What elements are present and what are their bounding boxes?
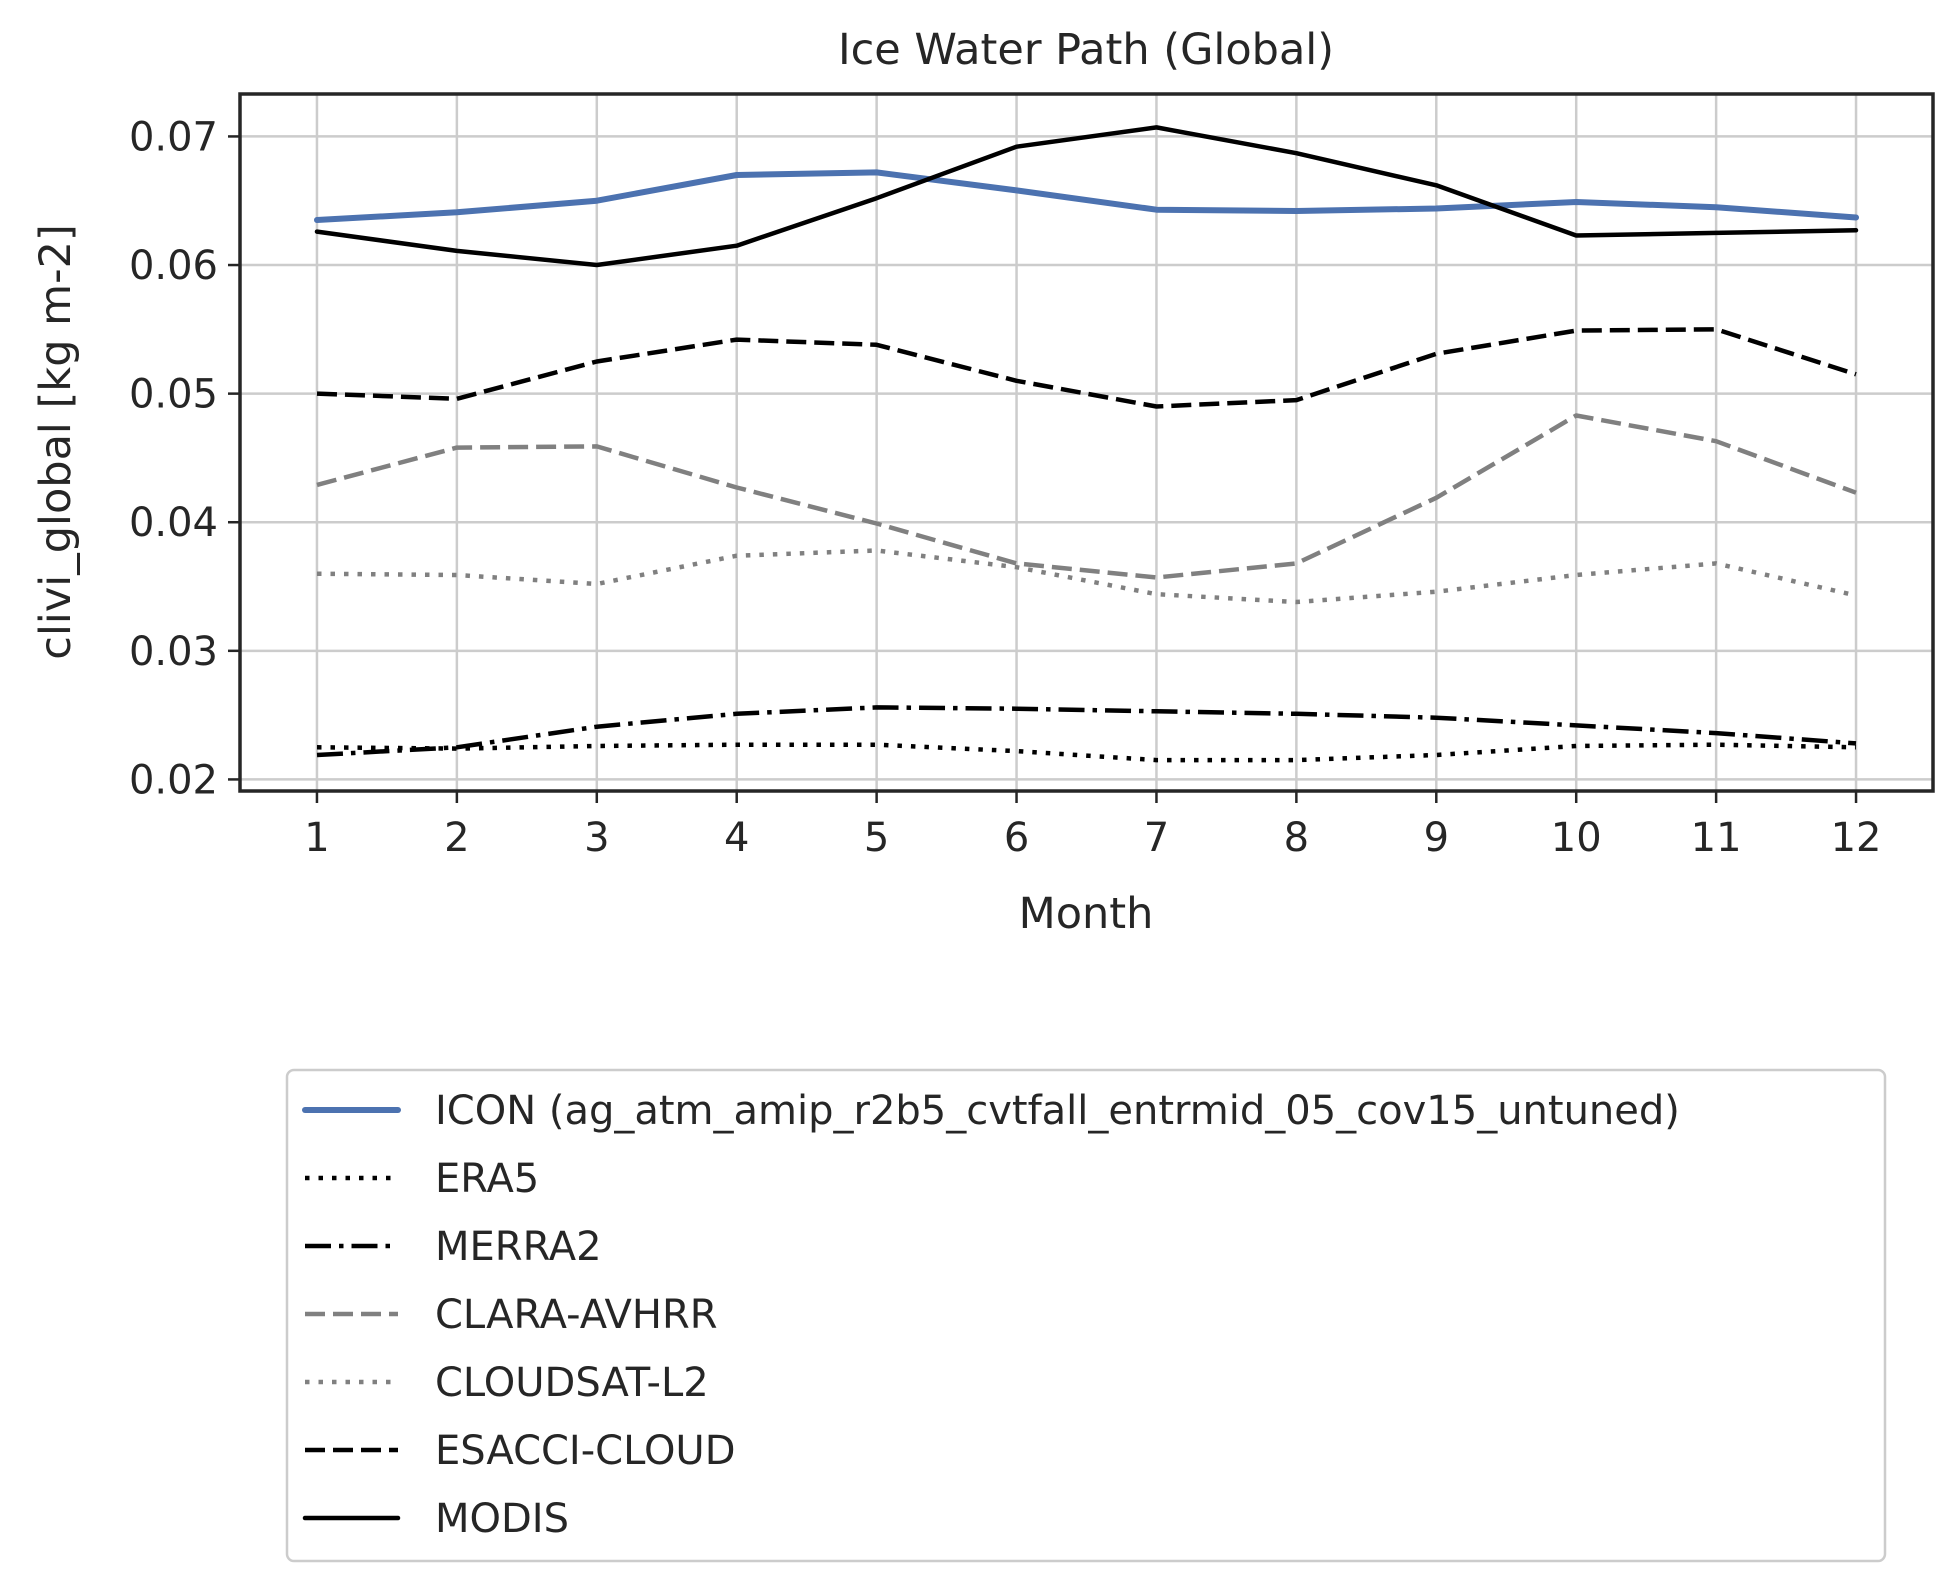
x-tick-label: 9 xyxy=(1424,815,1449,861)
y-tick-label: 0.02 xyxy=(129,757,218,803)
legend-box xyxy=(285,1068,1887,1563)
series-line xyxy=(316,413,1857,580)
legend-label: CLARA-AVHRR xyxy=(435,1292,718,1338)
y-tick-label: 0.06 xyxy=(129,243,218,289)
legend-label: MODIS xyxy=(435,1496,569,1542)
x-tick-label: 10 xyxy=(1551,815,1602,861)
x-axis-ticks: 1 2 3 4 5 6 7 8 9 10 11 12 xyxy=(304,791,1881,861)
y-tick-label: 0.07 xyxy=(129,114,218,160)
series-line xyxy=(316,327,1857,409)
legend-label: ESACCI-CLOUD xyxy=(435,1428,736,1474)
y-tick-label: 0.05 xyxy=(129,372,218,418)
y-axis-ticks: 0.02 0.03 0.04 0.05 0.06 0.07 xyxy=(129,114,240,803)
legend-label: ERA5 xyxy=(435,1156,539,1202)
plot-frame xyxy=(238,92,1935,793)
series-line xyxy=(316,742,1857,763)
legend: ICON (ag_atm_amip_r2b5_cvtfall_entrmid_0… xyxy=(285,1068,1887,1563)
legend-label: ICON (ag_atm_amip_r2b5_cvtfall_entrmid_0… xyxy=(435,1088,1680,1134)
legend-label: MERRA2 xyxy=(435,1224,602,1270)
x-tick-label: 3 xyxy=(584,815,609,861)
x-tick-label: 8 xyxy=(1284,815,1309,861)
series-line xyxy=(314,125,1859,268)
x-tick-label: 6 xyxy=(1004,815,1029,861)
y-axis-title: clivi_global [kg m-2] xyxy=(31,224,81,659)
x-tick-label: 12 xyxy=(1831,815,1882,861)
x-tick-label: 5 xyxy=(864,815,889,861)
x-tick-label: 2 xyxy=(444,815,469,861)
x-tick-label: 7 xyxy=(1144,815,1169,861)
legend-label: CLOUDSAT-L2 xyxy=(435,1360,709,1406)
series-line xyxy=(314,169,1859,223)
series-line xyxy=(316,705,1857,758)
x-tick-label: 11 xyxy=(1691,815,1742,861)
y-tick-label: 0.04 xyxy=(129,500,218,546)
series-line xyxy=(316,548,1857,605)
legend-items: ICON (ag_atm_amip_r2b5_cvtfall_entrmid_0… xyxy=(302,1088,1680,1542)
y-tick-label: 0.03 xyxy=(129,629,218,675)
x-axis-title: Month xyxy=(1019,889,1154,939)
x-tick-label: 1 xyxy=(304,815,329,861)
chart-title: Ice Water Path (Global) xyxy=(838,25,1334,75)
x-tick-label: 4 xyxy=(724,815,749,861)
series-lines xyxy=(314,125,1859,763)
